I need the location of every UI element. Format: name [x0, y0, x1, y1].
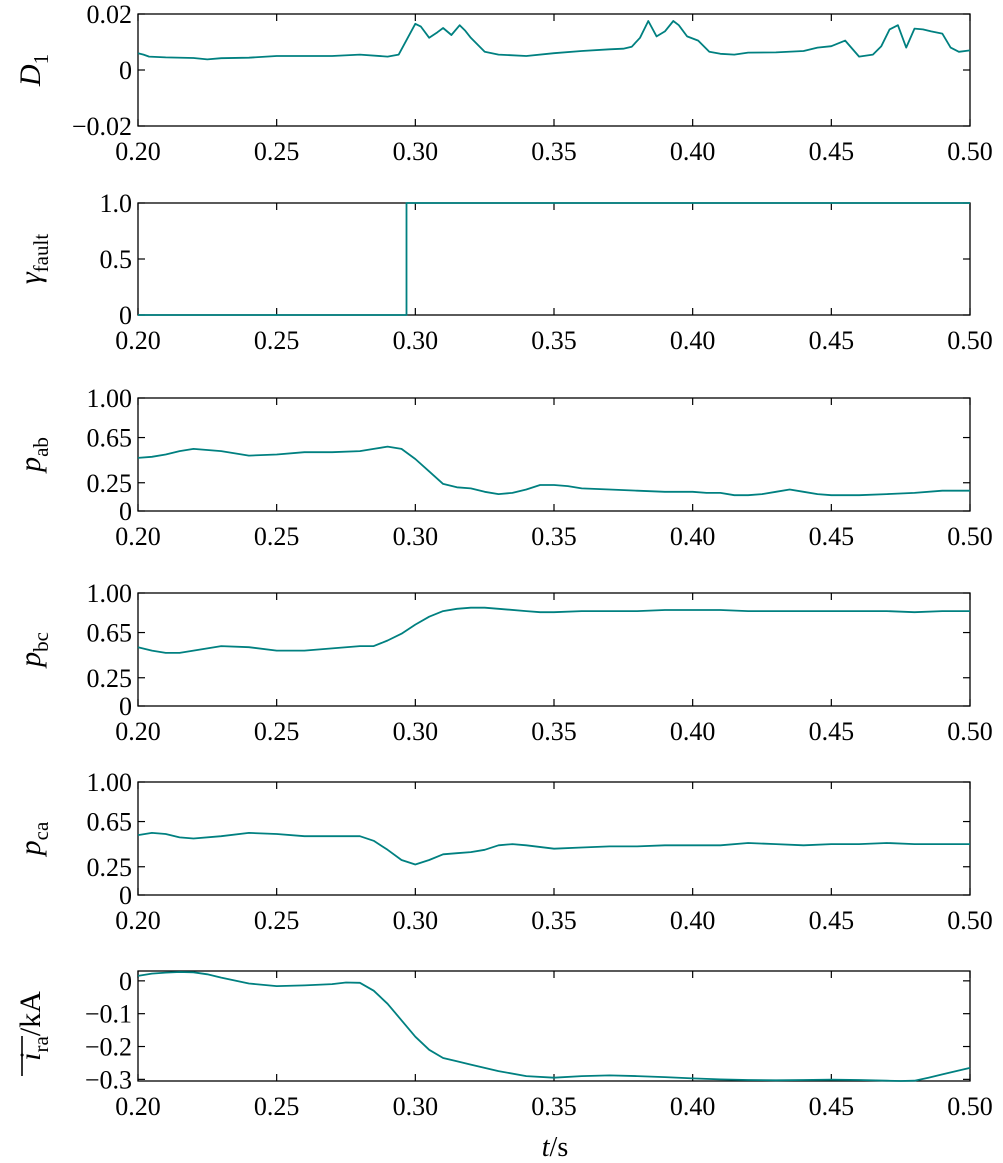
x-tick-label: 0.45 [809, 137, 855, 166]
y-axis-label: pbc [14, 632, 53, 669]
x-tick-label: 0.30 [393, 137, 439, 166]
x-tick-label: 0.40 [670, 137, 716, 166]
x-tick-label: 0.25 [254, 326, 300, 355]
series-line-i_ra [137, 971, 971, 1082]
x-tick-label: 0.40 [670, 326, 716, 355]
y-tick-label: 0.25 [87, 853, 133, 882]
plot-frame [137, 970, 971, 1082]
x-tick-label: 0.50 [947, 717, 993, 746]
x-tick-label: 0.20 [115, 906, 161, 935]
x-tick-label: 0.45 [809, 522, 855, 551]
x-tick-label: 0.35 [531, 1092, 577, 1121]
series-line-p_ab [137, 445, 970, 497]
y-tick-label: 1.00 [87, 384, 133, 413]
y-tick-label: 0.02 [87, 0, 133, 29]
x-tick-label: 0.45 [809, 906, 855, 935]
y-tick-label: 0 [119, 56, 132, 85]
y-tick-label: 0.65 [87, 424, 133, 453]
x-axis-label: t/s [542, 1132, 568, 1163]
series-line-p_ca [137, 832, 970, 866]
y-axis-label: pab [14, 437, 53, 474]
x-tick-label: 0.30 [393, 326, 439, 355]
x-tick-label: 0.50 [947, 137, 993, 166]
x-tick-label: 0.30 [393, 906, 439, 935]
x-tick-label: 0.40 [670, 1092, 716, 1121]
x-tick-label: 0.20 [115, 326, 161, 355]
x-tick-label: 0.35 [531, 717, 577, 746]
y-tick-label: 0.65 [87, 808, 133, 837]
series-line-p_bc [137, 606, 970, 654]
x-tick-label: 0.50 [947, 1092, 993, 1121]
series-line-gamma_fault [138, 202, 970, 316]
y-tick-label: 1.00 [87, 768, 133, 797]
y-tick-label: 0.25 [87, 664, 133, 693]
x-tick-label: 0.50 [947, 906, 993, 935]
x-tick-label: 0.50 [947, 326, 993, 355]
x-tick-label: 0.30 [393, 1092, 439, 1121]
x-tick-label: 0.45 [809, 1092, 855, 1121]
x-tick-label: 0.25 [254, 1092, 300, 1121]
y-axis-label: ira/kA [14, 991, 53, 1061]
y-tick-label: 0 [119, 497, 132, 526]
x-tick-label: 0.45 [809, 326, 855, 355]
y-tick-label: 0 [119, 692, 132, 721]
y-tick-label: −0.1 [85, 1000, 132, 1029]
y-tick-label: 1.00 [87, 579, 133, 608]
y-axis-label: D1 [14, 54, 53, 87]
x-tick-label: 0.25 [254, 522, 300, 551]
x-tick-label: 0.25 [254, 906, 300, 935]
y-tick-label: 0.25 [87, 469, 133, 498]
panel-d1: 0.20 0.25 0.30 0.35 0.40 0.45 0.50 0.02 0 −0.02 D1 [14, 0, 993, 166]
panel-i-ra: 0.20 0.25 0.30 0.35 0.40 0.45 0.50 0 −0.1 −0.2 −0.… [14, 967, 993, 1121]
panel-gamma-fault: 0.20 0.25 0.30 0.35 0.40 0.45 0.501.00.50γfaul… [14, 189, 993, 355]
x-tick-label: 0.50 [947, 522, 993, 551]
y-axis-label: γfault [14, 234, 53, 284]
panel-p-ab: 0.20 0.25 0.30 0.35 0.40 0.45 0.50 1.00 0.65 0.25… [14, 384, 993, 551]
x-tick-label: 0.40 [670, 906, 716, 935]
y-tick-label: 0 [119, 967, 132, 996]
y-tick-label: 0 [119, 881, 132, 910]
panel-p-bc: 0.20 0.25 0.30 0.35 0.40 0.45 0.50 1.00 0.65 0.25… [14, 579, 993, 746]
x-tick-label: 0.40 [670, 522, 716, 551]
x-tick-label: 0.40 [670, 717, 716, 746]
panel-p-ca: 0.20 0.25 0.30 0.35 0.40 0.45 0.50 1.00 0.65 0.25… [14, 768, 993, 935]
x-tick-label: 0.20 [115, 1092, 161, 1121]
y-axis-label: pca [14, 821, 53, 857]
x-tick-label: 0.45 [809, 717, 855, 746]
x-tick-label: 0.30 [393, 522, 439, 551]
plot-frame [137, 13, 971, 127]
x-tick-label: 0.25 [254, 137, 300, 166]
x-tick-label: 0.25 [254, 717, 300, 746]
x-tick-label: 0.20 [115, 522, 161, 551]
x-tick-label: 0.30 [393, 717, 439, 746]
y-tick-label: −0.2 [85, 1033, 132, 1062]
plot-frame [137, 202, 971, 316]
y-tick-label: −0.3 [85, 1065, 132, 1094]
y-tick-label: 1.0 [100, 189, 133, 218]
y-tick-label: 0.65 [87, 619, 133, 648]
x-tick-label: 0.35 [531, 326, 577, 355]
plot-frame [137, 781, 971, 896]
x-tick-label: 0.35 [531, 906, 577, 935]
x-tick-label: 0.35 [531, 522, 577, 551]
x-tick-label: 0.20 [115, 137, 161, 166]
y-tick-label: −0.02 [72, 112, 132, 141]
x-tick-label: 0.35 [531, 137, 577, 166]
y-tick-label: 0 [119, 301, 132, 330]
y-tick-label: 0.5 [100, 245, 133, 274]
series-line-D1 [137, 20, 971, 61]
x-tick-label: 0.20 [115, 717, 161, 746]
